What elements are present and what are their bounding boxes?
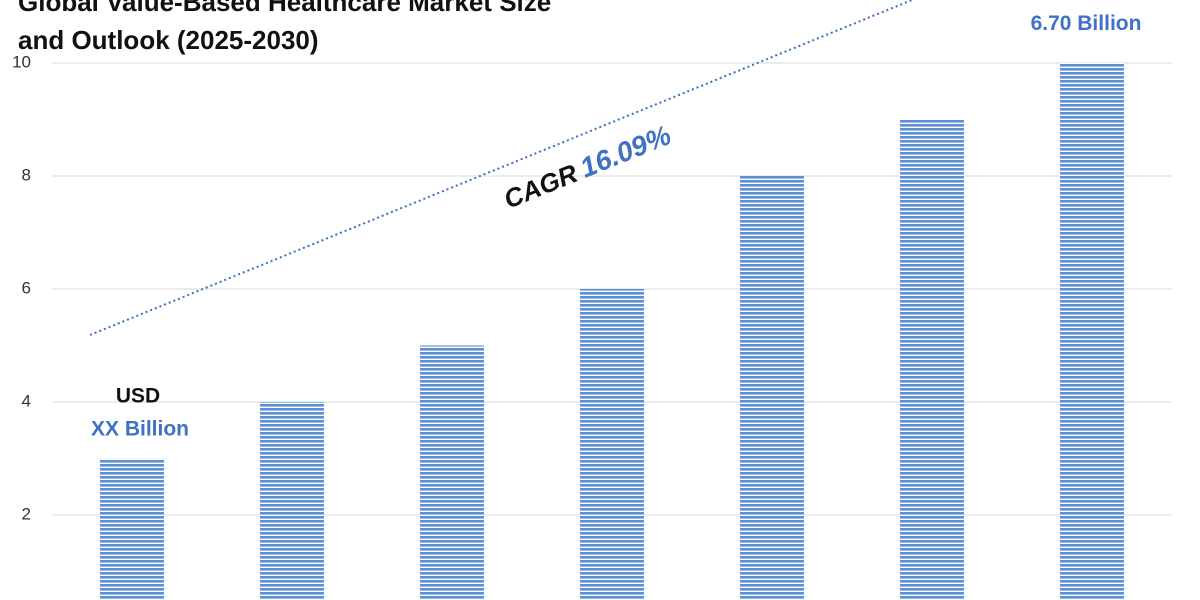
annotation: USD [116, 385, 160, 408]
y-tick-label: 10 [12, 52, 31, 71]
bar [420, 345, 484, 600]
y-tick-label: 8 [22, 165, 31, 184]
bar [1060, 63, 1124, 600]
bar [900, 119, 964, 600]
bar [740, 176, 804, 600]
y-tick-label: 6 [22, 278, 31, 297]
annotation: XX Billion [91, 418, 189, 441]
y-tick-label: 2 [22, 504, 31, 523]
cagr-text: CAGR [499, 158, 581, 215]
cagr-value: 16.09% [576, 119, 676, 183]
bar [580, 289, 644, 600]
chart-title: Global Value-Based Healthcare Market Siz… [18, 0, 552, 55]
y-tick-label: 4 [22, 391, 31, 410]
bar [260, 402, 324, 600]
cagr-label: CAGR 16.09% [499, 119, 675, 214]
annotation: 6.70 Billion [1031, 12, 1142, 35]
bar [100, 458, 164, 600]
